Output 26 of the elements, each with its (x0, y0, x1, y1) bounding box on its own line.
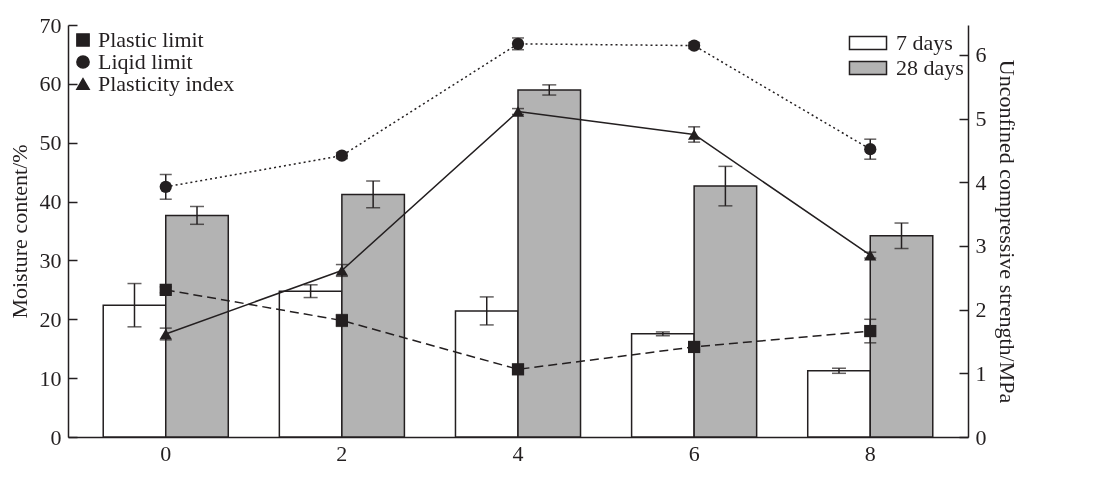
y-tick-label: 60 (39, 71, 62, 97)
y2-tick-label: 0 (975, 424, 987, 450)
y2-tick-label: 3 (975, 233, 987, 259)
legend-label: 7 days (896, 30, 953, 55)
y-tick-label: 30 (39, 247, 62, 273)
legend-label: Liqid limit (98, 49, 193, 74)
legend-label: Plastic limit (98, 27, 204, 52)
y2-tick-label: 1 (975, 360, 987, 386)
y2-tick-label: 4 (975, 169, 987, 195)
y-tick-label: 10 (39, 365, 62, 391)
y-tick-label: 50 (39, 130, 62, 156)
y2-tick-label: 6 (975, 42, 987, 68)
y2-tick-label: 5 (975, 106, 987, 132)
x-tick-label: 0 (160, 440, 172, 466)
x-tick-label: 6 (688, 440, 700, 466)
y2-tick-label: 2 (975, 297, 987, 323)
y-tick-label: 0 (50, 424, 62, 450)
x-tick-label: 2 (336, 440, 348, 466)
y-tick-label: 70 (39, 12, 62, 38)
y-axis-title: Moisture content/% (6, 144, 32, 319)
legend-label: 28 days (896, 55, 964, 80)
y2-axis-title: Unconfined compressive strength/MPa (994, 59, 1020, 404)
x-tick-label: 4 (512, 440, 524, 466)
y-tick-label: 20 (39, 306, 62, 332)
y-tick-label: 40 (39, 189, 62, 215)
x-tick-label: 8 (864, 440, 876, 466)
